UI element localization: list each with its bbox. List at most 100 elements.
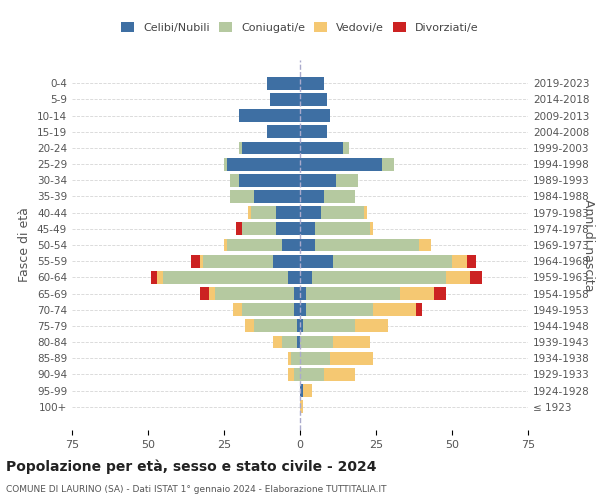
Bar bbox=[288, 352, 291, 364]
Bar bbox=[382, 158, 394, 170]
Bar bbox=[300, 287, 306, 300]
Bar bbox=[288, 368, 294, 381]
Bar bbox=[467, 254, 476, 268]
Bar bbox=[242, 222, 275, 235]
Bar bbox=[300, 271, 312, 284]
Bar bbox=[300, 320, 303, 332]
Bar bbox=[331, 352, 373, 364]
Bar bbox=[294, 287, 300, 300]
Bar bbox=[288, 271, 300, 284]
Bar bbox=[300, 174, 337, 187]
Bar bbox=[282, 238, 300, 252]
Bar bbox=[300, 336, 334, 348]
Bar bbox=[300, 384, 303, 397]
Bar bbox=[227, 158, 300, 170]
Bar bbox=[300, 109, 331, 122]
Legend: Celibi/Nubili, Coniugati/e, Vedovi/e, Divorziati/e: Celibi/Nubili, Coniugati/e, Vedovi/e, Di… bbox=[117, 18, 483, 37]
Bar bbox=[300, 303, 306, 316]
Bar bbox=[303, 384, 312, 397]
Bar bbox=[300, 368, 325, 381]
Bar bbox=[303, 320, 355, 332]
Bar bbox=[337, 174, 358, 187]
Bar bbox=[300, 126, 328, 138]
Bar bbox=[334, 254, 452, 268]
Bar bbox=[200, 287, 209, 300]
Bar bbox=[300, 77, 325, 90]
Bar bbox=[370, 222, 373, 235]
Bar bbox=[239, 174, 300, 187]
Bar bbox=[266, 77, 300, 90]
Bar bbox=[419, 238, 431, 252]
Bar bbox=[297, 336, 300, 348]
Bar bbox=[300, 93, 328, 106]
Bar bbox=[300, 238, 315, 252]
Bar bbox=[224, 158, 227, 170]
Bar bbox=[416, 303, 422, 316]
Bar bbox=[151, 271, 157, 284]
Bar bbox=[312, 271, 446, 284]
Bar bbox=[446, 271, 470, 284]
Bar bbox=[291, 352, 300, 364]
Bar bbox=[325, 368, 355, 381]
Bar bbox=[297, 320, 300, 332]
Bar bbox=[300, 158, 382, 170]
Bar bbox=[230, 174, 239, 187]
Bar bbox=[157, 271, 163, 284]
Text: Popolazione per età, sesso e stato civile - 2024: Popolazione per età, sesso e stato civil… bbox=[6, 460, 377, 474]
Text: COMUNE DI LAURINO (SA) - Dati ISTAT 1° gennaio 2024 - Elaborazione TUTTITALIA.IT: COMUNE DI LAURINO (SA) - Dati ISTAT 1° g… bbox=[6, 485, 386, 494]
Bar bbox=[200, 254, 203, 268]
Bar bbox=[224, 238, 227, 252]
Bar bbox=[294, 303, 300, 316]
Bar bbox=[364, 206, 367, 219]
Bar bbox=[203, 254, 272, 268]
Bar bbox=[325, 190, 355, 203]
Bar bbox=[209, 287, 215, 300]
Bar bbox=[300, 400, 303, 413]
Bar bbox=[300, 142, 343, 154]
Bar bbox=[400, 287, 434, 300]
Bar bbox=[334, 336, 370, 348]
Bar bbox=[300, 190, 325, 203]
Bar bbox=[282, 336, 297, 348]
Bar bbox=[306, 287, 400, 300]
Bar bbox=[266, 126, 300, 138]
Bar bbox=[300, 206, 321, 219]
Bar bbox=[239, 142, 242, 154]
Bar bbox=[272, 254, 300, 268]
Bar bbox=[373, 303, 416, 316]
Bar bbox=[434, 287, 446, 300]
Bar bbox=[275, 222, 300, 235]
Y-axis label: Fasce di età: Fasce di età bbox=[19, 208, 31, 282]
Bar bbox=[251, 206, 275, 219]
Bar bbox=[163, 271, 288, 284]
Bar bbox=[191, 254, 200, 268]
Bar bbox=[300, 352, 331, 364]
Bar bbox=[315, 238, 419, 252]
Bar bbox=[233, 303, 242, 316]
Bar bbox=[254, 190, 300, 203]
Bar bbox=[242, 142, 300, 154]
Bar bbox=[300, 222, 315, 235]
Bar bbox=[294, 368, 300, 381]
Bar bbox=[230, 190, 254, 203]
Bar bbox=[269, 93, 300, 106]
Bar bbox=[343, 142, 349, 154]
Bar bbox=[245, 320, 254, 332]
Bar bbox=[239, 109, 300, 122]
Bar bbox=[315, 222, 370, 235]
Bar bbox=[272, 336, 282, 348]
Bar bbox=[248, 206, 251, 219]
Y-axis label: Anni di nascita: Anni di nascita bbox=[582, 198, 595, 291]
Bar bbox=[452, 254, 467, 268]
Bar bbox=[300, 254, 334, 268]
Bar bbox=[236, 222, 242, 235]
Bar bbox=[227, 238, 282, 252]
Bar bbox=[275, 206, 300, 219]
Bar bbox=[306, 303, 373, 316]
Bar bbox=[355, 320, 388, 332]
Bar bbox=[470, 271, 482, 284]
Bar bbox=[254, 320, 297, 332]
Bar bbox=[215, 287, 294, 300]
Bar bbox=[242, 303, 294, 316]
Bar bbox=[321, 206, 364, 219]
